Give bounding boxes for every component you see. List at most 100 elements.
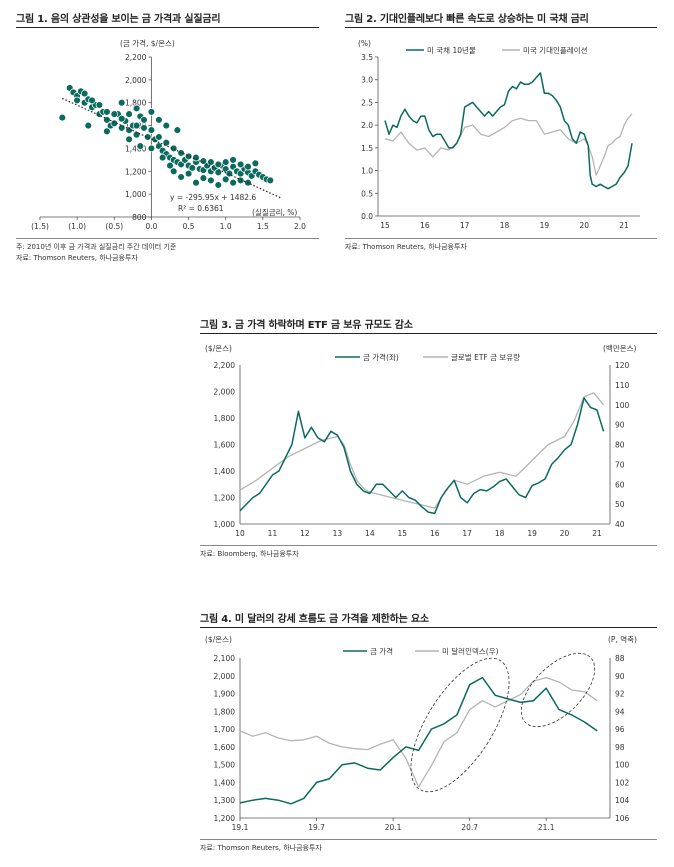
chart4-y-tick-label-right: 98 xyxy=(615,743,625,752)
chart1-y-tick-label: 1,200 xyxy=(125,167,147,176)
chart2-y-tick-label: 2.5 xyxy=(361,98,373,107)
chart2-legend-label-2: 미국 기대인플레이션 xyxy=(523,45,588,55)
chart3-y-tick-label-right: 100 xyxy=(615,401,630,410)
chart1-xlabel: (실질금리, %) xyxy=(252,207,297,217)
chart1-point xyxy=(84,121,93,130)
chart4-y-tick-label-left: 1,500 xyxy=(214,761,236,770)
chart1-equation: y = -295.95x + 1482.6 xyxy=(170,193,256,202)
chart3-y-tick-label-right: 120 xyxy=(615,361,630,370)
chart1-point xyxy=(132,104,141,113)
chart4-source: 자료: Thomson Reuters, 하나금융투자 xyxy=(200,844,322,852)
chart1-x-tick-label: 0.5 xyxy=(183,222,195,231)
chart4-y-tick-label-left: 1,600 xyxy=(214,743,236,752)
chart2-y-tick-label: 2.0 xyxy=(361,121,373,130)
chart1-y-tick-label: 2,200 xyxy=(125,53,147,62)
chart4-y-tick-label-right: 88 xyxy=(615,654,625,663)
chart1-r2: R² = 0.6361 xyxy=(178,204,224,213)
chart3-x-tick-label: 17 xyxy=(462,529,472,538)
chart1-point xyxy=(251,159,260,168)
chart3-y-tick-label-left: 2,200 xyxy=(214,361,236,370)
chart3-line: 10 11 12 13 14 15 16 17 18 19 20 21 1,000 1,200 1,400 1… xyxy=(205,343,637,538)
chart4-title: 그림 4. 미 달러의 강세 흐름도 금 가격을 제한하는 요소 xyxy=(200,614,429,625)
chart1-point xyxy=(132,130,141,139)
chart1-point xyxy=(117,124,126,132)
chart2-y-tick-label: 0.5 xyxy=(361,189,373,198)
chart3-x-tick-label: 11 xyxy=(268,529,278,538)
chart1-point xyxy=(155,116,163,124)
chart1-point xyxy=(199,174,208,182)
chart1-point xyxy=(125,135,133,144)
chart2-y-tick-label: 1.5 xyxy=(361,144,373,153)
chart4-ylabel-right: (P, 역축) xyxy=(608,634,637,644)
chart1-point xyxy=(192,178,200,187)
chart3-x-tick-label: 15 xyxy=(398,529,408,538)
chart3-title-rule xyxy=(200,333,657,334)
chart4-y-tick-label-right: 104 xyxy=(615,796,630,805)
chart3-y-tick-label-left: 1,400 xyxy=(214,467,236,476)
chart3-legend-label-2: 글로벌 ETF 금 보유량 xyxy=(451,352,520,362)
chart4-y-tick-label-left: 1,200 xyxy=(214,814,236,823)
chart2-x-tick-label: 17 xyxy=(460,221,470,230)
chart1-point xyxy=(214,168,223,177)
chart3-x-tick-label: 16 xyxy=(430,529,440,538)
chart2-lines xyxy=(384,72,633,190)
chart3-legend: 금 가격(좌) 글로벌 ETF 금 보유량 xyxy=(335,352,520,362)
chart2-title: 그림 2. 기대인플레보다 빠른 속도로 상승하는 미 국채 금리 xyxy=(345,14,589,25)
chart3-x-tick-label: 21 xyxy=(592,529,602,538)
chart3-ylabel-right: (백만온스) xyxy=(603,343,637,353)
chart2-line: 15 16 17 18 19 20 21 0.0 0.5 1.0 1.5 2.0 2.5 3.0 3.5 (… xyxy=(358,39,640,230)
chart1-point xyxy=(169,167,178,176)
chart4-y-tick-label-right: 92 xyxy=(615,690,625,699)
chart4-y-tick-label-left: 2,000 xyxy=(214,672,236,681)
chart1-ylabel: (금 가격, $/온스) xyxy=(120,38,175,48)
chart1-point xyxy=(147,108,156,116)
chart1-point xyxy=(136,142,145,150)
chart3-legend-label-1: 금 가격(좌) xyxy=(363,352,399,362)
chart1-point xyxy=(229,156,237,164)
chart2-series-treasury xyxy=(384,72,633,190)
chart1-x-tick-label: (0.5) xyxy=(105,222,123,231)
chart4-axes: 19.1 19.7 20.1 20.7 21.1 1,200 1,300 1,400 1,500… xyxy=(214,654,630,832)
chart3-series-etf xyxy=(239,392,605,509)
chart1-point xyxy=(95,101,104,109)
chart2-y-tick-label: 3.5 xyxy=(361,53,373,62)
chart1-title: 그림 1. 음의 상관성을 보이는 금 가격과 실질금리 xyxy=(16,14,221,25)
chart1-point xyxy=(229,178,237,187)
chart1-point xyxy=(110,110,119,118)
chart1-point xyxy=(173,126,182,134)
chart3-y-tick-label-left: 1,000 xyxy=(214,520,236,529)
chart1-x-tick-label: (1.5) xyxy=(31,222,49,231)
chart4-y-tick-label-left: 1,300 xyxy=(214,796,236,805)
chart4-y-tick-label-right: 106 xyxy=(615,814,630,823)
chart1-point xyxy=(80,89,89,98)
chart2-x-tick-label: 18 xyxy=(500,221,510,230)
chart2-series-inflation xyxy=(384,113,633,176)
chart1-points xyxy=(58,84,275,189)
chart1-point xyxy=(143,133,152,141)
chart3-x-tick-label: 18 xyxy=(495,529,505,538)
chart1-point xyxy=(162,121,171,130)
chart4-highlight-ellipse-1 xyxy=(410,657,510,793)
chart3-y-tick-label-left: 1,200 xyxy=(214,494,236,503)
chart2-title-rule xyxy=(345,27,657,28)
chart1-y-tick-label: 800 xyxy=(132,213,147,222)
chart3-lines xyxy=(239,392,605,515)
chart1-point xyxy=(192,153,200,162)
chart4-ylabel-left: ($/온스) xyxy=(205,635,232,644)
chart1-note: 주: 2010년 이후 금 가격과 실질금리 주간 데이터 기준 xyxy=(16,243,177,251)
chart1-point xyxy=(188,164,197,172)
chart4-lines xyxy=(239,676,598,805)
chart3-y-tick-label-right: 60 xyxy=(615,480,625,489)
chart3-y-tick-label-right: 90 xyxy=(615,421,625,430)
chart2-y-tick-label: 1.0 xyxy=(361,167,373,176)
chart1-point xyxy=(184,169,193,178)
chart3-x-tick-label: 10 xyxy=(235,529,245,538)
chart4-legend-label-2: 미 달러인덱스(우) xyxy=(442,646,499,656)
chart4-y-tick-label-right: 102 xyxy=(615,778,630,787)
chart1-point xyxy=(214,160,223,169)
chart1-point xyxy=(140,116,148,124)
chart3-y-tick-label-left: 1,800 xyxy=(214,414,236,423)
chart2-axes: 15 16 17 18 19 20 21 0.0 0.5 1.0 1.5 2.0 2.5 3.0 3.5 xyxy=(361,53,640,230)
chart3-x-tick-label: 20 xyxy=(560,529,570,538)
chart4-title-rule xyxy=(200,627,657,628)
